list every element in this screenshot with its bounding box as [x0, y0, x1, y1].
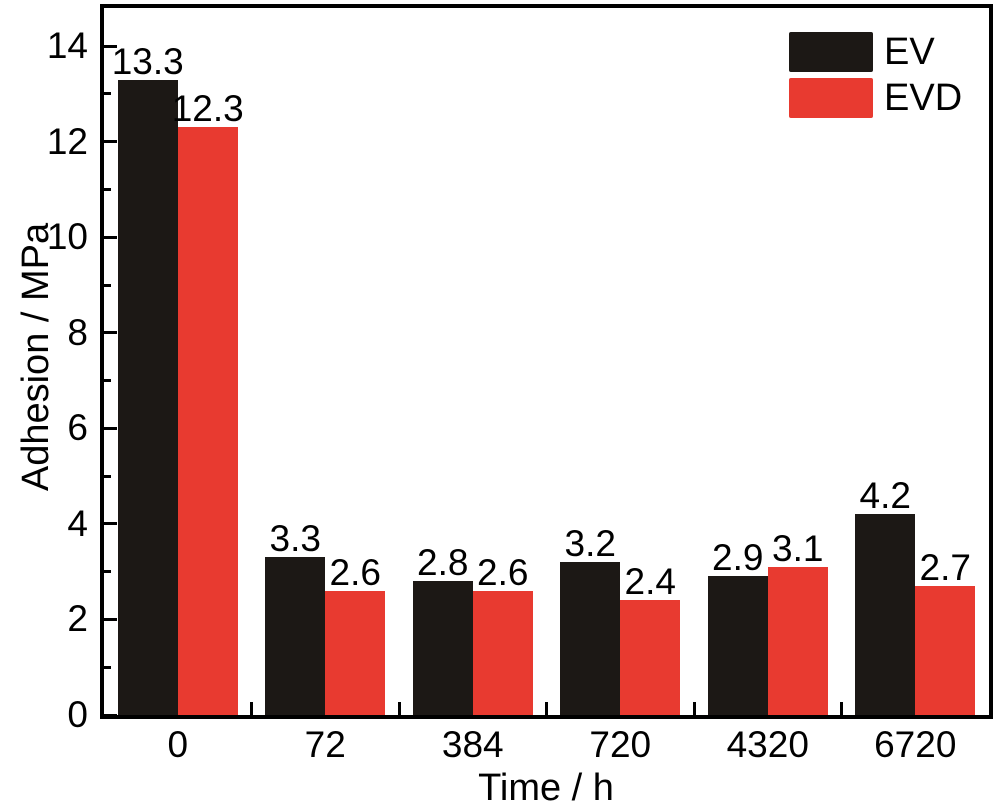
bar-value-evd-4320: 3.1	[772, 527, 824, 569]
y-tick-label: 6	[67, 407, 88, 449]
bar-value-evd-0: 12.3	[171, 88, 244, 130]
y-major-tick	[104, 331, 117, 335]
legend-label-evd: EVD	[884, 77, 963, 119]
bar-value-evd-6720: 2.7	[919, 547, 971, 589]
y-minor-tick	[104, 92, 111, 96]
x-boundary-tick	[692, 702, 696, 715]
bar-value-ev-72: 3.3	[269, 518, 321, 560]
y-tick-label: 2	[67, 598, 88, 640]
y-tick-label: 10	[46, 216, 88, 258]
bar-ev-720	[560, 562, 621, 715]
y-major-tick	[104, 522, 117, 526]
y-major-tick	[104, 713, 117, 717]
x-boundary-tick	[397, 702, 401, 715]
x-tick-label-0: 0	[167, 724, 189, 765]
bar-evd-384	[472, 590, 533, 715]
bar-value-ev-4320: 2.9	[712, 537, 764, 579]
y-minor-tick	[104, 474, 111, 478]
bar-evd-6720	[915, 586, 976, 715]
bar-value-evd-72: 2.6	[329, 551, 381, 593]
bar-evd-0	[177, 127, 238, 715]
x-boundary-tick	[840, 702, 843, 715]
bar-value-evd-384: 2.6	[477, 551, 529, 593]
y-minor-tick	[104, 665, 111, 669]
x-tick-label-4320: 4320	[726, 724, 809, 765]
y-major-tick	[104, 617, 117, 621]
bar-value-ev-720: 3.2	[564, 523, 616, 565]
y-tick-label: 0	[67, 694, 88, 735]
x-boundary-tick	[250, 702, 253, 715]
y-major-tick	[104, 140, 117, 144]
bar-value-ev-6720: 4.2	[859, 475, 911, 517]
plot-area	[100, 4, 993, 719]
x-tick-label-384: 384	[441, 724, 504, 765]
bar-value-evd-720: 2.4	[624, 561, 676, 603]
bar-ev-4320	[707, 576, 768, 715]
y-major-tick	[104, 426, 117, 430]
bar-evd-4320	[767, 566, 828, 715]
y-minor-tick	[104, 379, 111, 383]
legend-label-ev: EV	[884, 31, 935, 73]
x-tick-label-72: 72	[304, 724, 346, 765]
bar-ev-0	[117, 79, 178, 715]
bar-ev-6720	[855, 514, 916, 715]
legend-swatch-ev	[789, 32, 873, 72]
y-minor-tick	[104, 188, 111, 192]
y-tick-label: 12	[46, 120, 88, 162]
bar-ev-384	[412, 581, 473, 715]
bar-value-ev-0: 13.3	[111, 40, 184, 82]
x-tick-label-720: 720	[589, 724, 652, 765]
x-axis-title: Time / h	[478, 767, 614, 809]
y-major-tick	[104, 44, 117, 48]
bar-value-ev-384: 2.8	[417, 542, 469, 584]
y-tick-label: 14	[46, 25, 88, 67]
bar-evd-720	[620, 600, 681, 715]
x-boundary-tick	[545, 702, 548, 715]
legend-swatch-evd	[789, 78, 873, 118]
bar-ev-72	[265, 557, 326, 715]
y-minor-tick	[104, 283, 111, 287]
y-minor-tick	[104, 570, 111, 574]
y-major-tick	[104, 235, 117, 239]
y-tick-label: 8	[67, 311, 88, 353]
x-tick-label-6720: 6720	[874, 724, 957, 765]
bar-evd-72	[325, 590, 386, 715]
y-tick-label: 4	[67, 502, 88, 544]
